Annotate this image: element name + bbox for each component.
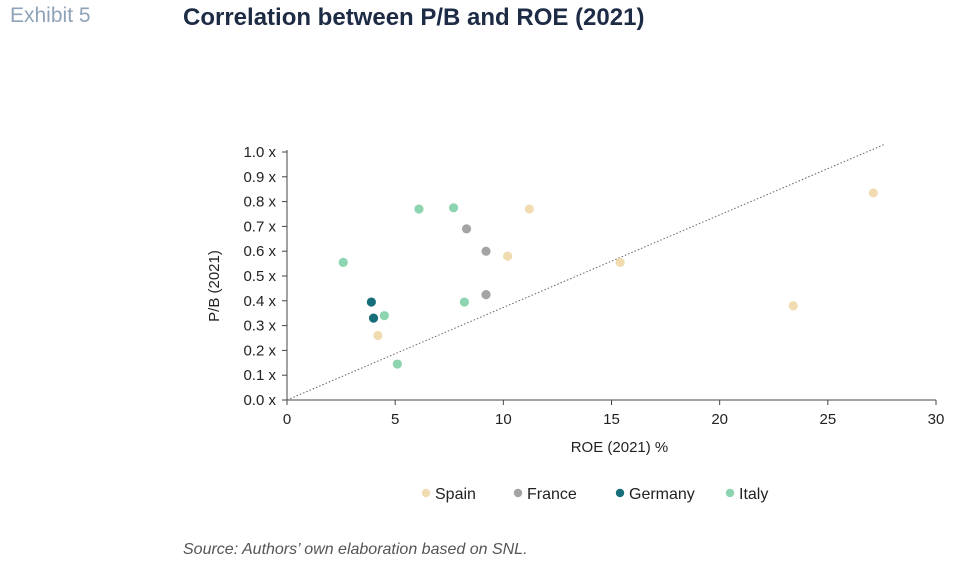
data-points (338, 188, 878, 369)
spain-point (868, 188, 878, 198)
legend-marker-italy (725, 488, 735, 498)
italy-point (392, 359, 402, 369)
france-point (461, 224, 472, 234)
y-tick-label: 1.0 x (243, 144, 276, 161)
trendline (286, 144, 885, 401)
x-tick-label: 20 (711, 411, 728, 428)
source-note: Source: Authors’ own elaboration based o… (183, 541, 528, 558)
x-tick-label: 0 (283, 411, 291, 428)
spain-point (615, 257, 625, 267)
x-tick-label: 25 (819, 411, 836, 428)
spain-point (503, 251, 513, 261)
legend: Spain France Germany Italy (421, 486, 768, 503)
y-tick-label: 0.7 x (243, 218, 276, 235)
x-tick-label: 15 (603, 411, 620, 428)
y-tick-label: 0.4 x (243, 293, 276, 310)
legend-marker-spain (421, 488, 431, 498)
y-tick-label: 0.5 x (243, 268, 276, 285)
x-axis-title: ROE (2021) % (571, 439, 669, 456)
y-axis-title: P/B (2021) (206, 250, 223, 322)
x-tick-label: 30 (928, 411, 945, 428)
france-point (481, 290, 491, 300)
chart-title: Correlation between P/B and ROE (2021) (183, 4, 645, 31)
spain-point (373, 330, 383, 341)
legend-marker-germany (615, 488, 625, 498)
axes: 0.0 x 0.1 x 0.2 x 0.3 x 0.4 x 0.5 x 0.6 x 0.7 x… (243, 144, 944, 428)
y-tick-label: 0.9 x (243, 169, 276, 186)
y-tick-label: 0.2 x (243, 342, 276, 359)
spain-point (788, 301, 798, 311)
x-tick-label: 10 (495, 411, 512, 428)
italy-point (338, 257, 348, 267)
italy-point (459, 297, 469, 307)
y-tick-label: 0.3 x (243, 318, 276, 335)
spain-point (524, 204, 534, 214)
legend-label-germany: Germany (629, 486, 695, 503)
legend-marker-france (513, 488, 523, 498)
exhibit-label: Exhibit 5 (10, 4, 91, 27)
legend-label-spain: Spain (435, 486, 476, 503)
italy-point (448, 203, 459, 213)
y-tick-label: 0.0 x (243, 392, 276, 409)
germany-point (366, 297, 376, 307)
x-tick-label: 5 (391, 411, 399, 428)
germany-point (368, 313, 379, 323)
france-point (481, 246, 491, 256)
legend-label-france: France (527, 486, 577, 503)
trendline-group (286, 144, 885, 401)
y-tick-label: 0.8 x (243, 194, 276, 211)
legend-label-italy: Italy (739, 486, 768, 503)
y-tick-label: 0.6 x (243, 243, 276, 260)
italy-point (379, 311, 389, 321)
y-tick-label: 0.1 x (243, 367, 276, 384)
italy-point (414, 204, 424, 214)
